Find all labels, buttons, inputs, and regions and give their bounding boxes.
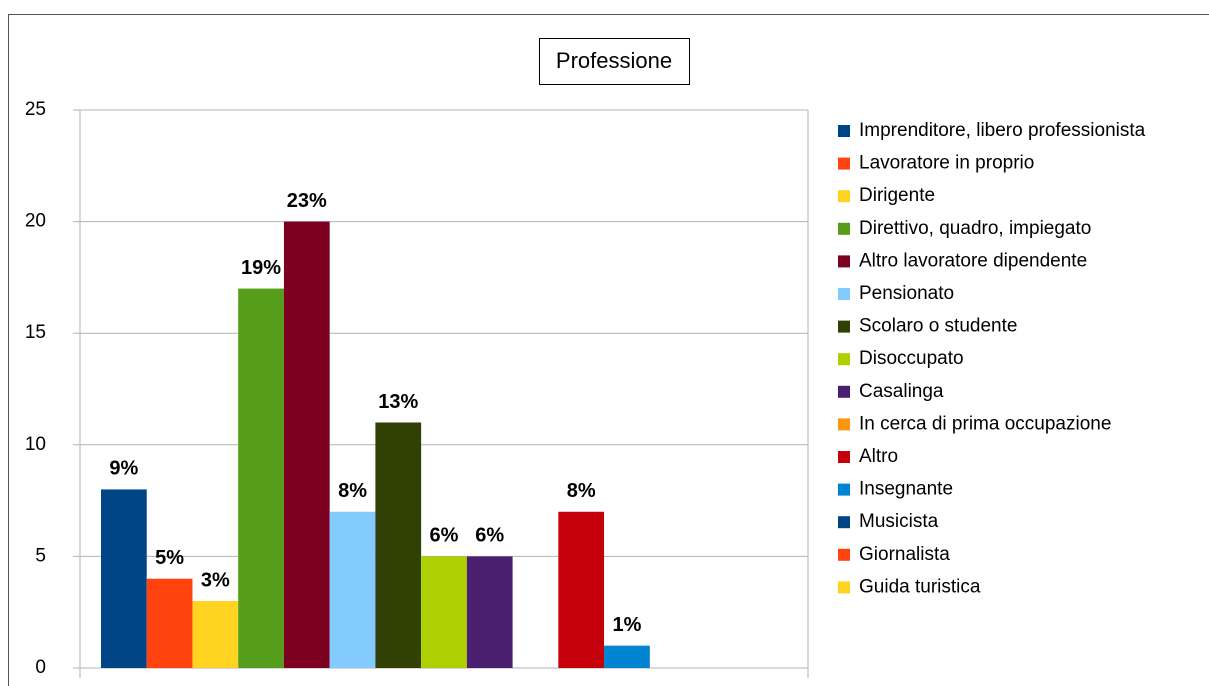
bar (604, 645, 650, 668)
legend-label: Dirigente (859, 185, 935, 206)
legend-label: Altro (859, 446, 898, 467)
legend-swatch (838, 288, 850, 300)
value-label: 13% (378, 391, 418, 413)
value-label: 6% (430, 525, 459, 547)
y-tick-label: 5 (35, 545, 46, 566)
value-label: 6% (475, 525, 504, 547)
legend-swatch (838, 157, 850, 170)
bar (375, 422, 422, 668)
legend-swatch (838, 581, 850, 594)
legend-swatch (838, 548, 850, 561)
legend-label: Direttivo, quadro, impiegato (859, 218, 1091, 239)
legend-label: Musicista (859, 511, 939, 532)
legend-swatch (838, 190, 850, 203)
bar (283, 221, 330, 668)
legend-swatch (838, 222, 850, 235)
y-tick-label: 10 (25, 434, 46, 455)
y-tick-label: 20 (25, 211, 46, 232)
bar (558, 511, 605, 668)
bar (101, 489, 147, 668)
value-label: 8% (338, 480, 367, 502)
bar (329, 511, 376, 668)
value-label: 23% (287, 190, 327, 212)
value-label: 1% (612, 614, 641, 636)
legend-swatch (838, 385, 850, 398)
legend-swatch (838, 516, 850, 529)
y-tick-label: 25 (25, 99, 46, 120)
legend-label: Lavoratore in proprio (859, 153, 1034, 174)
value-label: 3% (201, 569, 230, 591)
bar (466, 556, 513, 668)
legend-label: Imprenditore, libero professionista (859, 120, 1146, 141)
legend-label: Scolaro o studente (859, 316, 1017, 337)
value-label: 19% (241, 257, 281, 279)
legend-swatch (838, 451, 850, 463)
chart-border (8, 14, 1209, 686)
legend-swatch (838, 320, 850, 333)
legend-label: Giornalista (859, 544, 950, 565)
legend-label: Insegnante (859, 479, 953, 500)
title-box (539, 38, 690, 85)
legend-label: Pensionato (859, 283, 954, 304)
legend-swatch (838, 418, 850, 431)
legend-label: Guida turistica (859, 576, 981, 597)
legend-swatch (838, 483, 850, 496)
chart-title: Professione (556, 48, 672, 73)
bar (146, 578, 193, 668)
bar (421, 556, 467, 668)
legend-label: Casalinga (859, 381, 944, 402)
y-tick-label: 0 (35, 657, 46, 678)
y-tick-label: 15 (25, 322, 46, 343)
bar (238, 288, 284, 668)
legend-label: Altro lavoratore dipendente (859, 250, 1087, 271)
value-label: 8% (567, 480, 596, 502)
legend-swatch (838, 353, 850, 366)
value-label: 5% (155, 547, 184, 569)
legend-label: Disoccupato (859, 348, 964, 369)
value-label: 9% (109, 458, 138, 480)
legend-swatch (838, 255, 850, 268)
legend-swatch (838, 125, 850, 137)
legend-label: In cerca di prima occupazione (859, 413, 1111, 434)
bar (192, 601, 239, 668)
